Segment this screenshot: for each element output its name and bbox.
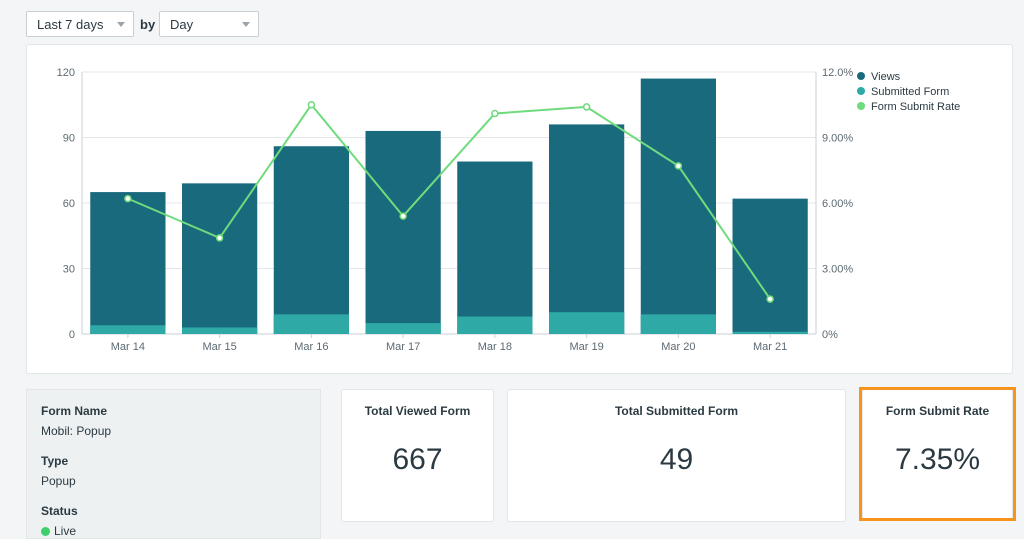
combo-chart: 0 30 60 90 120 0% 3.00% 6.00% 9.00% 12.0% Mar 14 Ma… (57, 67, 961, 353)
rate-point (674, 162, 683, 170)
y-left-tick-label: 90 (63, 133, 75, 145)
x-tick-label: Mar 18 (478, 341, 512, 353)
chevron-down-icon (242, 22, 250, 27)
submitted-bar (732, 331, 808, 334)
views-bar (457, 161, 533, 334)
by-label: by (140, 17, 156, 32)
legend-label: Views (871, 71, 901, 83)
submitted-bar (365, 323, 441, 334)
rate-point (124, 194, 132, 203)
rate-point (215, 234, 224, 242)
form-info-panel: Form Name Mobil: Popup Type Popup Status… (26, 389, 321, 539)
form-name-value: Mobil: Popup (41, 424, 112, 438)
submitted-bar (457, 316, 533, 334)
total-viewed-label: Total Viewed Form (364, 404, 471, 418)
chart-card: 0 30 60 90 120 0% 3.00% 6.00% 9.00% 12.0% Mar 14 Ma… (26, 44, 1013, 374)
rate-point (766, 295, 774, 303)
live-status-icon (41, 527, 50, 536)
date-range-dropdown[interactable]: Last 7 days (26, 11, 134, 37)
status-text: Live (54, 524, 77, 538)
type-label: Type (41, 454, 69, 468)
y-left-tick-label: 30 (63, 264, 75, 276)
total-submitted-card: Total Submitted Form 49 (507, 389, 846, 522)
x-tick-label: Mar 15 (203, 341, 237, 353)
legend-marker (857, 87, 865, 95)
form-name-label: Form Name (41, 404, 108, 418)
submitted-bar (90, 325, 166, 334)
views-bar (549, 124, 625, 335)
legend-label: Submitted Form (871, 86, 949, 98)
legend-label: Form Submit Rate (871, 101, 960, 113)
date-range-value: Last 7 days (37, 16, 104, 32)
total-viewed-card: Total Viewed Form 667 (341, 389, 494, 522)
legend-marker (857, 102, 865, 110)
rate-point (582, 103, 591, 111)
submit-rate-value: 7.35% (894, 443, 981, 476)
y-right-tick-label: 0% (822, 329, 838, 341)
rate-point (307, 101, 316, 109)
views-bar (182, 183, 258, 334)
status-value: Live (41, 524, 320, 538)
submitted-bar (273, 314, 349, 334)
y-left-tick-label: 120 (57, 67, 75, 79)
y-left-tick-label: 0 (69, 329, 75, 341)
views-bar (640, 78, 716, 334)
legend-marker (857, 72, 865, 80)
x-tick-label: Mar 21 (753, 341, 787, 353)
chevron-down-icon (117, 22, 125, 27)
views-bar (273, 146, 349, 334)
views-bar (365, 130, 441, 334)
submit-rate-card: Form Submit Rate 7.35% (862, 389, 1013, 519)
total-viewed-value: 667 (392, 443, 443, 476)
x-tick-label: Mar 19 (570, 341, 604, 353)
interval-dropdown[interactable]: Day (159, 11, 259, 37)
rate-line (127, 103, 771, 300)
rate-point (491, 109, 499, 118)
x-tick-label: Mar 16 (294, 341, 328, 353)
interval-value: Day (170, 16, 194, 32)
status-label: Status (41, 504, 78, 518)
type-value: Popup (41, 474, 76, 488)
submitted-bar (640, 314, 716, 334)
submitted-bar (182, 327, 258, 334)
total-submitted-label: Total Submitted Form (614, 404, 739, 418)
x-tick-label: Mar 20 (661, 341, 695, 353)
submitted-bar (549, 312, 625, 334)
x-tick-label: Mar 17 (386, 341, 420, 353)
x-tick-label: Mar 14 (111, 341, 145, 353)
submit-rate-label: Form Submit Rate (885, 404, 990, 418)
rate-point (399, 212, 407, 220)
y-right-tick-label: 3.00% (822, 264, 853, 276)
y-right-tick-label: 6.00% (822, 198, 853, 210)
y-left-tick-label: 60 (63, 198, 75, 210)
total-submitted-value: 49 (659, 443, 694, 476)
y-right-tick-label: 9.00% (822, 133, 853, 145)
views-bar (732, 198, 808, 334)
y-right-tick-label: 12.0% (822, 67, 853, 79)
views-bar (90, 192, 166, 334)
